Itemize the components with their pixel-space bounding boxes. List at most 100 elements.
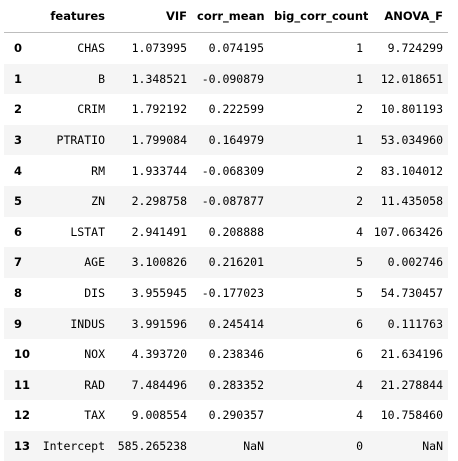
cell-anova-f: 0.111763 bbox=[368, 308, 448, 339]
cell-vif: 3.955945 bbox=[110, 278, 192, 309]
row-index: 10 bbox=[4, 339, 36, 370]
table-header: features VIF corr_mean big_corr_count AN… bbox=[4, 0, 448, 33]
row-index: 1 bbox=[4, 64, 36, 95]
column-header-vif: VIF bbox=[110, 0, 192, 33]
cell-big-corr-count: 4 bbox=[269, 217, 368, 248]
cell-anova-f: 10.801193 bbox=[368, 94, 448, 125]
cell-vif: 7.484496 bbox=[110, 370, 192, 401]
cell-big-corr-count: 4 bbox=[269, 400, 368, 431]
cell-features: DIS bbox=[36, 278, 110, 309]
row-index: 7 bbox=[4, 247, 36, 278]
cell-corr-mean: 0.164979 bbox=[192, 125, 269, 156]
cell-vif: 2.941491 bbox=[110, 217, 192, 248]
cell-big-corr-count: 1 bbox=[269, 33, 368, 64]
cell-corr-mean: -0.068309 bbox=[192, 155, 269, 186]
cell-corr-mean: 0.245414 bbox=[192, 308, 269, 339]
cell-corr-mean: NaN bbox=[192, 431, 269, 461]
dataframe-table: features VIF corr_mean big_corr_count AN… bbox=[4, 0, 448, 461]
cell-anova-f: 21.634196 bbox=[368, 339, 448, 370]
cell-features: AGE bbox=[36, 247, 110, 278]
row-index: 12 bbox=[4, 400, 36, 431]
row-index: 6 bbox=[4, 217, 36, 248]
cell-features: TAX bbox=[36, 400, 110, 431]
cell-corr-mean: 0.208888 bbox=[192, 217, 269, 248]
cell-big-corr-count: 6 bbox=[269, 339, 368, 370]
cell-features: B bbox=[36, 64, 110, 95]
cell-big-corr-count: 2 bbox=[269, 186, 368, 217]
cell-big-corr-count: 4 bbox=[269, 370, 368, 401]
cell-vif: 1.348521 bbox=[110, 64, 192, 95]
cell-anova-f: 53.034960 bbox=[368, 125, 448, 156]
cell-corr-mean: 0.222599 bbox=[192, 94, 269, 125]
cell-vif: 2.298758 bbox=[110, 186, 192, 217]
cell-features: CHAS bbox=[36, 33, 110, 64]
row-index: 11 bbox=[4, 370, 36, 401]
cell-corr-mean: 0.283352 bbox=[192, 370, 269, 401]
cell-vif: 1.933744 bbox=[110, 155, 192, 186]
row-index: 5 bbox=[4, 186, 36, 217]
cell-big-corr-count: 2 bbox=[269, 94, 368, 125]
row-index: 2 bbox=[4, 94, 36, 125]
cell-features: CRIM bbox=[36, 94, 110, 125]
column-header-big-corr-count: big_corr_count bbox=[269, 0, 368, 33]
column-header-features: features bbox=[36, 0, 110, 33]
cell-vif: 4.393720 bbox=[110, 339, 192, 370]
cell-corr-mean: -0.087877 bbox=[192, 186, 269, 217]
row-index: 8 bbox=[4, 278, 36, 309]
cell-vif: 1.792192 bbox=[110, 94, 192, 125]
cell-vif: 9.008554 bbox=[110, 400, 192, 431]
cell-vif: 3.100826 bbox=[110, 247, 192, 278]
cell-anova-f: 10.758460 bbox=[368, 400, 448, 431]
cell-vif: 585.265238 bbox=[110, 431, 192, 461]
cell-corr-mean: 0.290357 bbox=[192, 400, 269, 431]
cell-vif: 1.799084 bbox=[110, 125, 192, 156]
cell-vif: 1.073995 bbox=[110, 33, 192, 64]
cell-features: PTRATIO bbox=[36, 125, 110, 156]
cell-anova-f: 9.724299 bbox=[368, 33, 448, 64]
cell-corr-mean: 0.074195 bbox=[192, 33, 269, 64]
cell-anova-f: NaN bbox=[368, 431, 448, 461]
cell-big-corr-count: 1 bbox=[269, 64, 368, 95]
cell-anova-f: 11.435058 bbox=[368, 186, 448, 217]
cell-features: LSTAT bbox=[36, 217, 110, 248]
cell-big-corr-count: 6 bbox=[269, 308, 368, 339]
row-index: 3 bbox=[4, 125, 36, 156]
cell-anova-f: 12.018651 bbox=[368, 64, 448, 95]
index-header bbox=[4, 0, 36, 33]
cell-anova-f: 0.002746 bbox=[368, 247, 448, 278]
cell-corr-mean: -0.090879 bbox=[192, 64, 269, 95]
cell-big-corr-count: 1 bbox=[269, 125, 368, 156]
row-index: 0 bbox=[4, 33, 36, 64]
cell-features: RAD bbox=[36, 370, 110, 401]
cell-corr-mean: 0.238346 bbox=[192, 339, 269, 370]
cell-big-corr-count: 5 bbox=[269, 247, 368, 278]
cell-big-corr-count: 2 bbox=[269, 155, 368, 186]
cell-corr-mean: 0.216201 bbox=[192, 247, 269, 278]
cell-features: NOX bbox=[36, 339, 110, 370]
row-index: 9 bbox=[4, 308, 36, 339]
cell-anova-f: 107.063426 bbox=[368, 217, 448, 248]
cell-vif: 3.991596 bbox=[110, 308, 192, 339]
column-header-corr-mean: corr_mean bbox=[192, 0, 269, 33]
row-index: 13 bbox=[4, 431, 36, 461]
column-header-anova-f: ANOVA_F bbox=[368, 0, 448, 33]
cell-features: INDUS bbox=[36, 308, 110, 339]
cell-features: Intercept bbox=[36, 431, 110, 461]
header-row: features VIF corr_mean big_corr_count AN… bbox=[4, 0, 448, 33]
cell-big-corr-count: 5 bbox=[269, 278, 368, 309]
cell-features: RM bbox=[36, 155, 110, 186]
